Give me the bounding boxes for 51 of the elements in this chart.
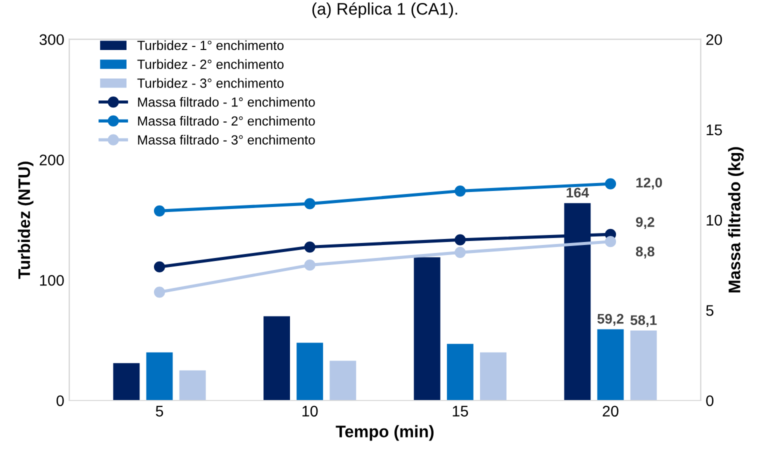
legend-label: Massa filtrado - 1° enchimento [138, 97, 315, 107]
point [154, 205, 166, 216]
data-label: 12,0 [636, 178, 662, 190]
bar [296, 342, 324, 400]
point [304, 241, 316, 253]
legend-label: Massa filtrado - 2° enchimento [138, 116, 315, 126]
data-label: 58,1 [630, 315, 657, 328]
legend-label: Turbidez - 2° enchimento [137, 59, 284, 69]
x-tick-label: 15 [452, 406, 468, 417]
y2-tick-label: 15 [706, 124, 722, 136]
bar [330, 360, 356, 400]
point [604, 236, 616, 248]
data-label: 8,8 [636, 246, 654, 258]
point [154, 286, 166, 298]
point [454, 234, 466, 246]
bar [480, 352, 506, 400]
y2-tick-label: 20 [706, 34, 722, 46]
point [154, 261, 166, 272]
bar [264, 316, 290, 400]
bar [597, 329, 624, 400]
bar [113, 363, 140, 400]
y2-tick-label: 0 [706, 395, 714, 406]
bar [630, 330, 657, 400]
data-label: 9,2 [636, 217, 654, 229]
point [304, 260, 316, 271]
bar [179, 370, 206, 400]
bar [446, 344, 474, 400]
x-tick-label: 20 [602, 406, 618, 417]
point [604, 178, 616, 190]
y-tick-label: 200 [40, 154, 64, 166]
y-axis-title: Turbidez (NTU) [18, 162, 34, 279]
data-label: 59,2 [597, 314, 624, 326]
y2-tick-label: 10 [706, 214, 722, 226]
chart-title: (a) Réplica 1 (CA1). [312, 2, 458, 18]
legend-label: Turbidez - 1° enchimento [137, 40, 284, 50]
legend-label: Turbidez - 3° enchimento [137, 78, 284, 88]
point [454, 185, 466, 197]
data-label: 164 [566, 188, 589, 198]
bar [146, 352, 173, 400]
point [304, 198, 316, 210]
y2-axis-title: Massa filtrado (kg) [728, 147, 744, 292]
y2-tick-label: 5 [706, 305, 714, 316]
x-axis-title: Tempo (min) [336, 425, 434, 441]
x-tick-label: 5 [156, 406, 164, 417]
bar [414, 257, 440, 400]
point [454, 246, 466, 258]
y-tick-label: 0 [56, 395, 64, 406]
y-tick-label: 300 [40, 34, 64, 46]
y-tick-label: 100 [40, 274, 64, 286]
x-tick-label: 10 [302, 406, 318, 417]
legend-label: Massa filtrado - 3° enchimento [138, 134, 315, 145]
